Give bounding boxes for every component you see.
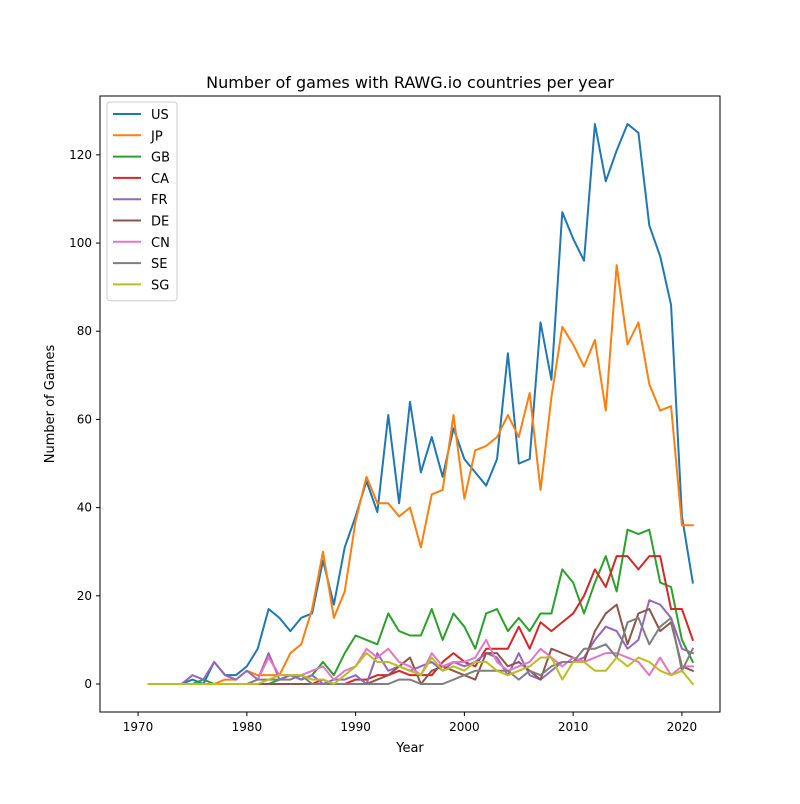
x-tick-label: 2020	[667, 720, 698, 734]
chart-title: Number of games with RAWG.io countries p…	[206, 73, 614, 92]
legend-label-us: US	[151, 108, 169, 123]
x-tick-label: 2010	[558, 720, 589, 734]
legend-label-sg: SG	[151, 278, 169, 293]
y-axis-ticks: 0 20 40 60 80 100 120	[69, 148, 100, 691]
x-tick-label: 1970	[123, 720, 154, 734]
x-tick-label: 1980	[232, 720, 263, 734]
legend-label-cn: CN	[151, 236, 170, 251]
legend-label-fr: FR	[151, 193, 168, 208]
legend-label-ca: CA	[151, 172, 169, 187]
legend-box	[106, 101, 178, 302]
legend-label-jp: JP	[150, 129, 163, 144]
series-line-us	[147, 123, 694, 685]
y-tick-label: 120	[69, 148, 92, 162]
y-axis-label: Number of Games	[43, 345, 58, 464]
legend: US JP GB CA FR DE CN SE SG	[106, 101, 178, 302]
x-tick-label: 2000	[449, 720, 480, 734]
y-tick-label: 40	[77, 501, 92, 515]
legend-label-de: DE	[151, 215, 169, 230]
y-tick-label: 100	[69, 236, 92, 250]
y-tick-label: 20	[77, 589, 92, 603]
legend-label-se: SE	[151, 257, 167, 272]
plot-frame	[99, 95, 721, 713]
series-line-sg	[147, 652, 695, 686]
x-tick-label: 1990	[340, 720, 371, 734]
y-tick-label: 80	[77, 324, 92, 338]
legend-label-gb: GB	[151, 151, 170, 166]
x-axis-label: Year	[395, 741, 424, 756]
y-tick-label: 60	[77, 412, 92, 426]
x-axis-ticks: 1970 1980 1990 2000 2010 2020	[123, 712, 697, 734]
y-tick-label: 0	[84, 677, 92, 691]
series-layer	[147, 123, 695, 686]
series-line-fr	[147, 599, 695, 685]
